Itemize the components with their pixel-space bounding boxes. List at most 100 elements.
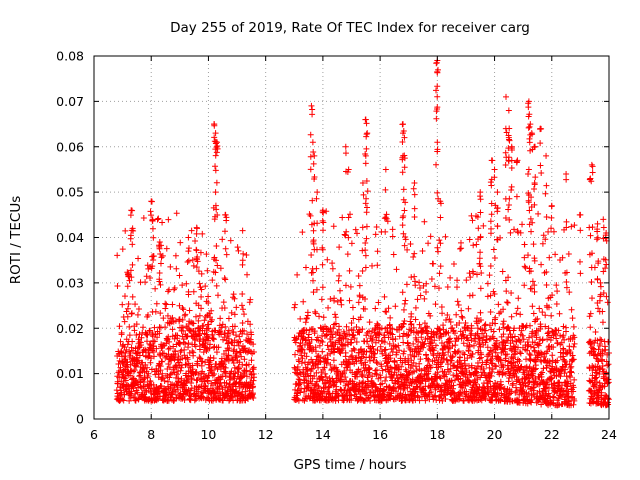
data-point [179,316,186,323]
data-point [325,304,332,311]
data-point [114,252,121,259]
data-point [365,364,372,371]
data-point [404,339,411,346]
data-point [241,356,248,363]
data-point [382,228,389,235]
data-point [312,382,319,389]
data-point [243,251,250,258]
x-tick-label: 8 [147,427,155,442]
data-point [403,281,410,288]
data-point [379,380,386,387]
data-point [351,347,358,354]
y-tick-label: 0.06 [56,139,84,154]
data-point [298,352,305,359]
data-point [303,315,310,322]
data-point [378,363,385,370]
data-point [305,331,312,338]
data-point [211,371,218,378]
data-point [319,261,326,268]
data-point [384,218,391,225]
data-point [204,378,211,385]
data-point [396,347,403,354]
data-point [310,289,317,296]
data-point [360,351,367,358]
y-tick-label: 0.05 [56,185,84,200]
data-point [311,328,318,335]
chart-title: Day 255 of 2019, Rate Of TEC Index for r… [170,20,530,36]
data-point [419,376,426,383]
data-point [124,341,131,348]
data-point [346,331,353,338]
data-point [248,357,255,364]
data-point [385,368,392,375]
data-point [163,301,170,308]
data-point [417,292,424,299]
data-point [325,356,332,363]
data-point [319,339,326,346]
data-point [333,383,340,390]
data-point [295,397,302,404]
data-point [219,373,226,380]
data-point [369,373,376,380]
data-point [150,353,157,360]
data-point [310,277,317,284]
data-point [147,378,154,385]
data-point [316,313,323,320]
data-point [146,341,153,348]
data-point [294,390,301,397]
data-point [338,297,345,304]
data-point [146,327,153,334]
data-point [188,227,195,234]
data-point [248,331,255,338]
data-point [416,397,423,404]
data-point [321,364,328,371]
data-point [156,330,163,337]
data-point [408,274,415,281]
data-point [250,364,257,371]
x-tick-label: 6 [90,427,98,442]
data-point [413,367,420,374]
x-tick-label: 22 [544,427,560,442]
data-point [198,270,205,277]
data-point [367,397,374,404]
data-point [198,362,205,369]
data-point [121,318,128,325]
data-point [368,333,375,340]
data-point [343,364,350,371]
data-point [119,246,126,253]
data-point [191,397,198,404]
data-point [143,273,150,280]
data-point [235,389,242,396]
data-point [404,332,411,339]
data-point [208,316,215,323]
data-point [224,330,231,337]
data-point [348,339,355,346]
data-point [373,359,380,366]
data-point [246,299,253,306]
data-point [350,315,357,322]
data-point [371,329,378,336]
data-point [405,332,412,339]
data-point [202,283,209,290]
data-point [202,382,209,389]
data-point [228,309,235,316]
data-point [374,248,381,255]
data-point [173,210,180,217]
data-point [192,237,199,244]
data-point [354,230,361,237]
data-point [381,293,388,300]
data-point [405,355,412,362]
data-point [318,296,325,303]
y-tick-label: 0.07 [56,94,84,109]
data-point [382,308,389,315]
data-point [395,366,402,373]
data-point [196,346,203,353]
data-point [336,244,343,251]
data-point [132,301,139,308]
data-point [175,353,182,360]
data-point [385,305,392,312]
data-point [172,348,179,355]
data-point [298,360,305,367]
data-point [163,245,170,252]
data-point [176,302,183,309]
